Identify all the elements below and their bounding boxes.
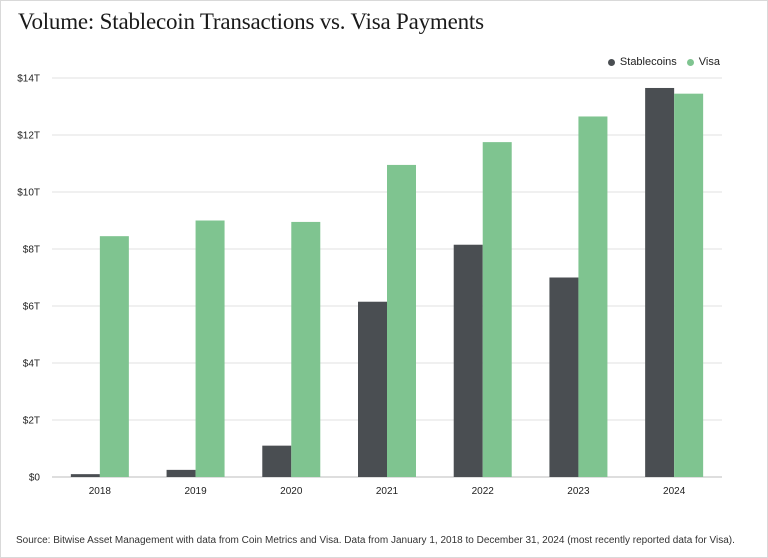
bar-visa-2020 [291,221,321,477]
bar-visa-2021 [387,164,416,478]
bar-stablecoins-2023 [549,277,579,477]
x-tick-label: 2021 [376,486,399,497]
x-tick-label: 2020 [280,486,303,497]
legend: Stablecoins Visa [607,56,720,68]
y-tick-label: $4T [23,359,40,370]
x-tick-label: 2022 [472,486,495,497]
y-tick-label: $8T [23,245,40,256]
x-tick-label: 2024 [663,486,686,497]
y-tick-label: $0 [29,473,41,484]
x-tick-label: 2018 [89,486,112,497]
legend-swatch-stablecoins [607,58,615,66]
legend-label-stablecoins: Stablecoins [619,56,677,68]
y-tick-label: $14T [17,74,40,85]
x-tick-label: 2023 [567,486,590,497]
legend-item-visa: Visa [686,56,720,68]
y-tick-label: $6T [23,302,40,313]
bar-stablecoins-2021 [358,301,387,477]
bar-visa-2023 [578,116,608,477]
legend-swatch-visa [686,58,694,66]
bar-visa-2022 [482,142,512,477]
bar-visa-2018 [99,236,129,477]
chart-title: Volume: Stablecoin Transactions vs. Visa… [18,9,484,34]
bar-visa-2019 [195,220,225,477]
bar-chart: $0 $2T $4T $6T $8T $10T $12T $14T 2018 2019 2020 20… [17,74,722,497]
bar-stablecoins-2020 [262,445,292,477]
bar-stablecoins-2019 [166,469,196,477]
x-tick-label: 2019 [184,486,207,497]
legend-item-stablecoins: Stablecoins [607,56,677,68]
bar-stablecoins-2024 [645,87,675,477]
bar-stablecoins-2018 [70,474,100,477]
y-tick-label: $12T [17,131,40,142]
y-tick-label: $2T [23,416,40,427]
legend-label-visa: Visa [698,56,720,68]
source-note: Source: Bitwise Asset Management with da… [16,535,735,546]
bar-stablecoins-2022 [453,244,483,477]
bar-visa-2024 [674,93,704,478]
y-tick-label: $10T [17,188,40,199]
